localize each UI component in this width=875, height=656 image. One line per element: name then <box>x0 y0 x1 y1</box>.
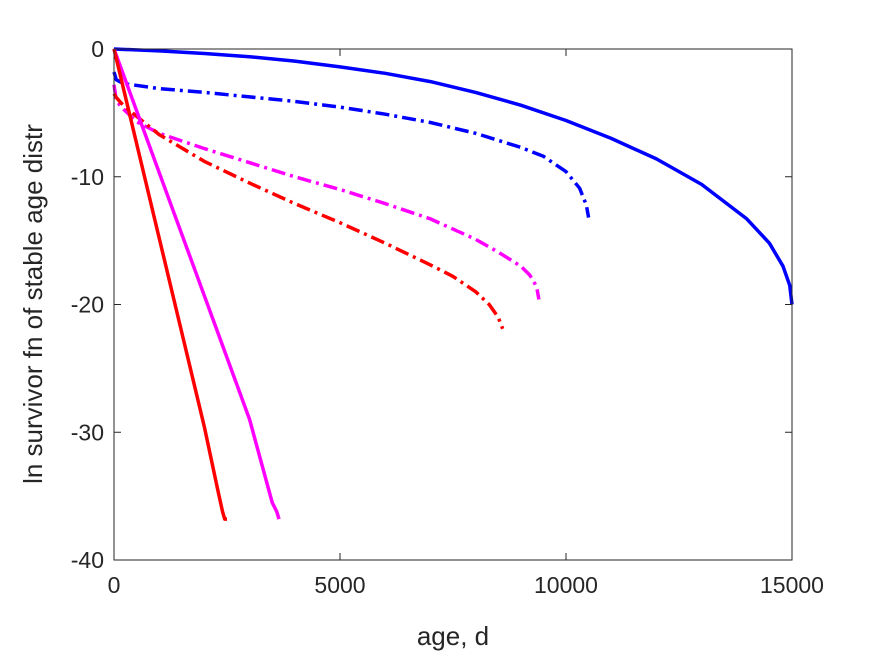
ticks: 0 5000 10000 15000 0 -10 -20 -30 -40 <box>71 36 824 598</box>
series-line-1 <box>113 47 794 305</box>
y-tick-label: 0 <box>91 36 104 62</box>
plot-area <box>114 49 792 560</box>
x-axis-label: age, d <box>417 621 489 651</box>
series-line-2 <box>112 71 591 218</box>
x-tick-label: 0 <box>108 572 121 598</box>
y-tick-label: -20 <box>71 292 104 318</box>
x-tick-label: 5000 <box>314 572 365 598</box>
x-tick-label: 15000 <box>760 572 824 598</box>
y-tick-label: -10 <box>71 164 104 190</box>
y-tick-label: -40 <box>71 547 104 573</box>
series-layer <box>112 47 794 521</box>
y-axis-label: ln survivor fn of stable age distr <box>18 124 48 484</box>
series-line-6 <box>112 48 227 521</box>
x-tick-label: 10000 <box>534 572 598 598</box>
series-line-5 <box>112 48 281 520</box>
series-line-4 <box>112 92 505 330</box>
y-tick-label: -30 <box>71 419 104 445</box>
